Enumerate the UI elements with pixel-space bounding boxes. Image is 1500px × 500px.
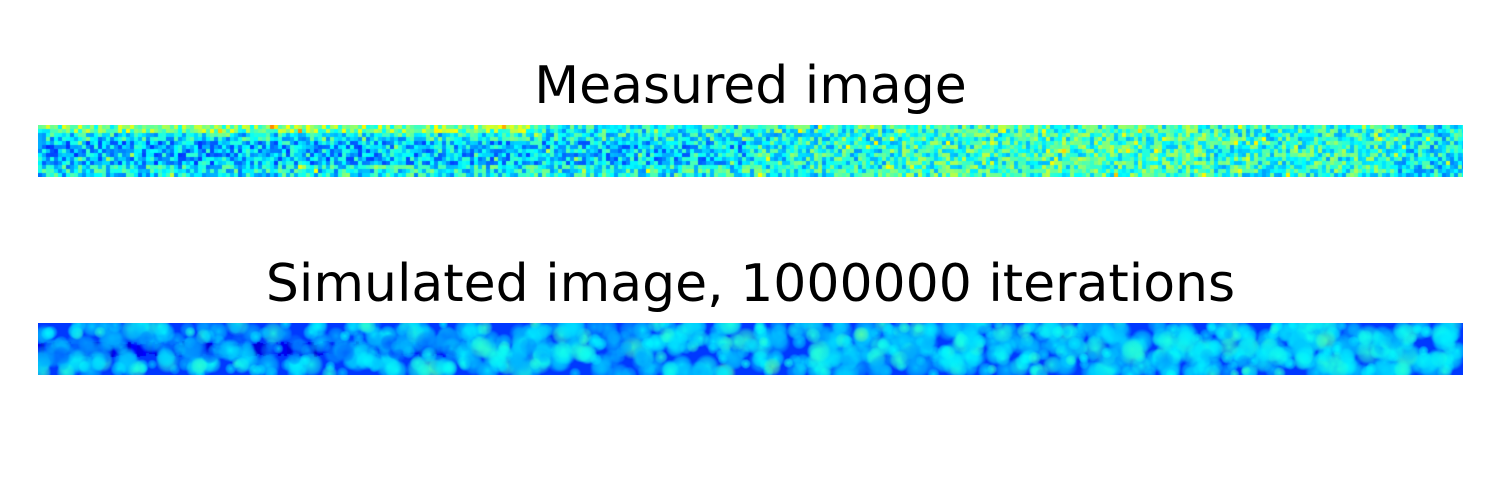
simulated-image-heatmap bbox=[38, 323, 1463, 375]
measured-image-heatmap bbox=[38, 125, 1463, 177]
simulated-image-title: Simulated image, 1000000 iterations bbox=[265, 254, 1236, 314]
measured-image-title: Measured image bbox=[534, 56, 967, 116]
